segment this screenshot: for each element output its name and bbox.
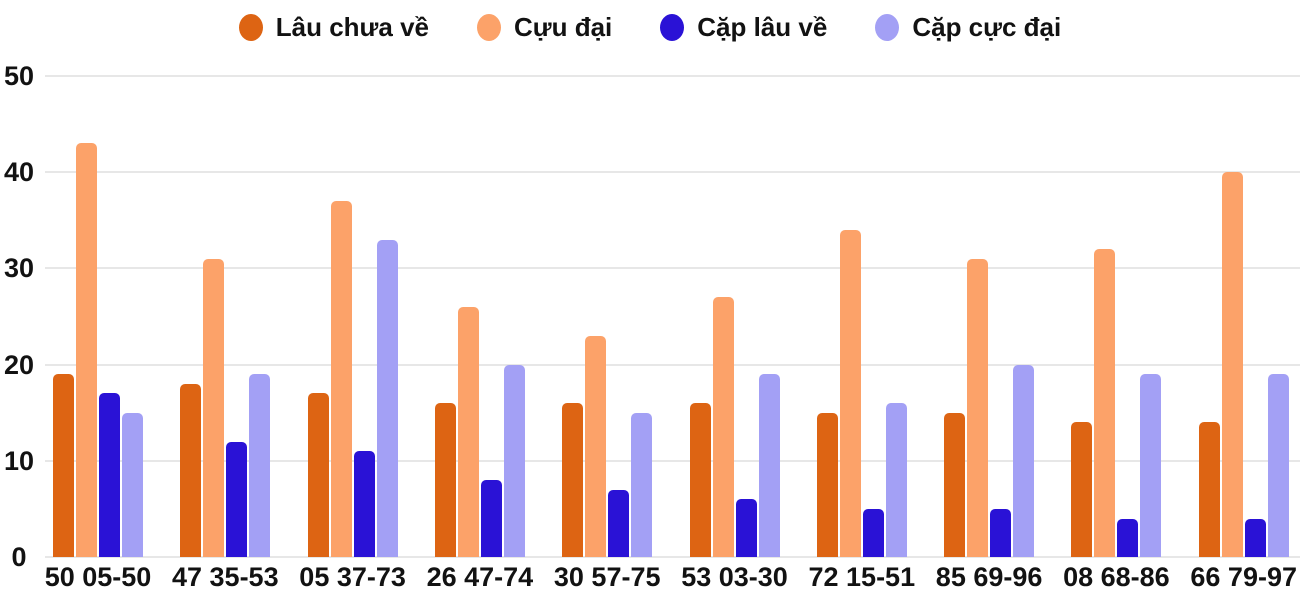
x-axis-category-slot: 30 57-75 (554, 562, 661, 592)
y-axis-tick-label: 50 (3, 61, 35, 91)
x-axis-category-slot: 26 47-74 (427, 562, 534, 592)
legend-marker-icon (660, 13, 685, 41)
bar-s4-g4 (503, 364, 525, 557)
bar-group-6 (689, 76, 780, 557)
x-axis-category-slot: 53 03-30 (681, 562, 788, 592)
bar-s3-g2 (226, 441, 248, 557)
x-axis-category-slot: 85 69-96 (936, 562, 1043, 592)
x-axis-category-slot: 72 15-51 (809, 562, 916, 592)
x-axis-category-label: 47 35-53 (172, 562, 279, 592)
bar-s2-g4 (457, 306, 479, 557)
bar-group-10 (1198, 76, 1289, 557)
bar-s2-g10 (1221, 172, 1243, 557)
bar-s4-g9 (1140, 374, 1162, 557)
x-axis-category-label: 85 69-96 (935, 562, 1043, 592)
bar-s2-g1 (76, 143, 97, 557)
legend-marker-icon (238, 13, 263, 41)
x-axis-category-slot: 47 35-53 (172, 562, 279, 592)
plot-area: 50 05-50 47 35-53 05 37-73 26 47-74 30 57-75… (45, 76, 1300, 600)
bar-s1-g2 (180, 383, 202, 557)
legend-item-series-2[interactable]: Cựu đại (477, 12, 612, 43)
bar-s3-g10 (1244, 518, 1266, 557)
bar-s4-g7 (885, 403, 907, 557)
gridline (45, 171, 1300, 174)
bar-s2-g9 (1094, 249, 1116, 557)
x-axis-category-slot: 50 05-50 (45, 562, 152, 592)
bar-s3-g3 (353, 451, 375, 557)
legend-marker-icon (477, 13, 501, 41)
bar-s1-g8 (944, 412, 966, 557)
bar-s2-g5 (585, 335, 607, 557)
bar-s1-g10 (1198, 422, 1220, 557)
bar-group-7 (816, 76, 907, 557)
y-axis-tick-label: 0 (11, 542, 27, 572)
x-axis-category-slot: 05 37-73 (299, 562, 406, 592)
bar-s4-g1 (122, 412, 143, 557)
bar-s4-g2 (249, 374, 271, 557)
bar-s4-g8 (1013, 364, 1035, 557)
bar-s1-g9 (1071, 422, 1093, 557)
legend-item-series-1[interactable]: Lâu chưa về (238, 11, 429, 43)
x-axis-category-slot: 08 68-86 (1063, 562, 1170, 592)
legend-label: Cặp cực đại (912, 11, 1062, 42)
x-axis-category-label: 50 05-50 (44, 562, 152, 592)
bar-s4-g5 (631, 412, 653, 557)
bar-s1-g5 (562, 403, 584, 557)
bar-s2-g3 (330, 201, 352, 557)
bar-s3-g1 (99, 393, 120, 557)
bar-s2-g6 (712, 297, 734, 557)
bar-s1-g1 (53, 374, 74, 557)
x-axis-category-label: 05 37-73 (299, 562, 406, 592)
bar-s3-g9 (1117, 518, 1139, 557)
x-axis-category-label: 30 57-75 (553, 562, 661, 592)
legend: Lâu chưa về Cựu đại Cặp lâu về Cặp cực đại (0, 4, 1300, 50)
y-axis-tick-label: 20 (3, 349, 35, 380)
bar-group-4 (434, 76, 525, 557)
x-axis-category-label: 26 47-74 (426, 562, 534, 592)
bar-group-2 (180, 76, 271, 557)
y-axis-tick-label: 40 (3, 157, 35, 188)
bar-s4-g3 (376, 239, 398, 557)
x-axis-category-label: 53 03-30 (681, 562, 788, 592)
legend-item-series-3[interactable]: Cặp lâu về (660, 12, 827, 43)
legend-label: Cặp lâu về (697, 11, 828, 42)
x-axis-category-label: 08 68-86 (1063, 562, 1170, 592)
gridline (45, 459, 1300, 462)
bar-s1-g6 (689, 403, 711, 557)
legend-marker-icon (875, 13, 900, 41)
bar-s2-g7 (839, 229, 861, 557)
x-axis-category-slot: 66 79-97 (1190, 562, 1297, 592)
bar-group-9 (1071, 76, 1162, 557)
x-axis-category-label: 66 79-97 (1190, 562, 1297, 592)
y-axis-tick-label: 10 (3, 445, 35, 476)
y-axis-tick-label: 30 (3, 253, 35, 284)
bar-s3-g6 (735, 499, 757, 557)
bar-s1-g3 (307, 393, 329, 557)
bar-s4-g10 (1267, 374, 1289, 557)
gridline (45, 267, 1300, 270)
bar-group-8 (944, 76, 1035, 557)
legend-item-series-4[interactable]: Cặp cực đại (875, 12, 1061, 43)
bar-s2-g8 (967, 258, 989, 557)
bar-s4-g6 (758, 374, 780, 557)
x-axis-category-label: 72 15-51 (808, 562, 916, 592)
bar-group-1 (53, 76, 143, 557)
gridline (45, 556, 1300, 558)
bar-s3-g8 (990, 508, 1012, 557)
gridline (45, 363, 1300, 366)
bar-s1-g7 (816, 412, 838, 557)
legend-label: Cựu đại (514, 11, 613, 42)
bar-group-3 (307, 76, 398, 557)
bar-group-5 (562, 76, 653, 557)
bar-s2-g2 (203, 258, 225, 557)
bar-s3-g5 (608, 489, 630, 557)
legend-label: Lâu chưa về (275, 11, 429, 42)
bar-s3-g7 (862, 508, 884, 557)
gridline (45, 75, 1300, 77)
bar-s1-g4 (434, 403, 456, 557)
bar-s3-g4 (480, 480, 502, 557)
